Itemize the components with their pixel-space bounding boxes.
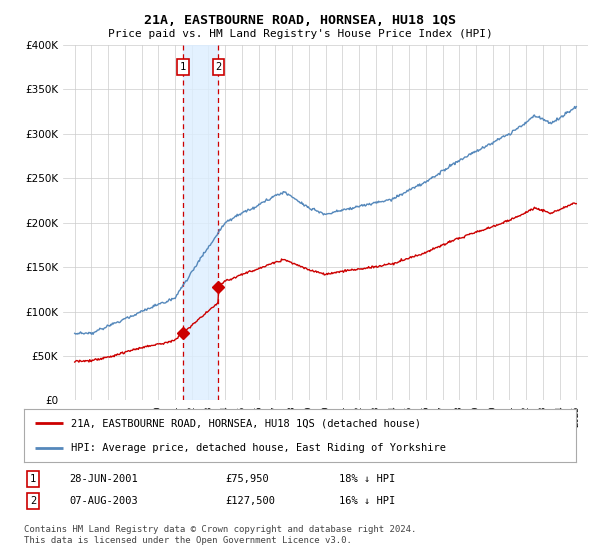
Text: 16% ↓ HPI: 16% ↓ HPI (339, 496, 395, 506)
Text: 21A, EASTBOURNE ROAD, HORNSEA, HU18 1QS: 21A, EASTBOURNE ROAD, HORNSEA, HU18 1QS (144, 14, 456, 27)
Text: 28-JUN-2001: 28-JUN-2001 (69, 474, 138, 484)
Text: Contains HM Land Registry data © Crown copyright and database right 2024.
This d: Contains HM Land Registry data © Crown c… (24, 525, 416, 545)
Text: 1: 1 (30, 474, 36, 484)
Text: 07-AUG-2003: 07-AUG-2003 (69, 496, 138, 506)
Bar (183, 45, 218, 400)
Text: Price paid vs. HM Land Registry's House Price Index (HPI): Price paid vs. HM Land Registry's House … (107, 29, 493, 39)
Text: 2: 2 (30, 496, 36, 506)
Text: 18% ↓ HPI: 18% ↓ HPI (339, 474, 395, 484)
Text: £127,500: £127,500 (225, 496, 275, 506)
Text: £75,950: £75,950 (225, 474, 269, 484)
Text: 1: 1 (180, 62, 187, 72)
Text: 2: 2 (215, 62, 221, 72)
Text: HPI: Average price, detached house, East Riding of Yorkshire: HPI: Average price, detached house, East… (71, 442, 446, 452)
Text: 21A, EASTBOURNE ROAD, HORNSEA, HU18 1QS (detached house): 21A, EASTBOURNE ROAD, HORNSEA, HU18 1QS … (71, 418, 421, 428)
